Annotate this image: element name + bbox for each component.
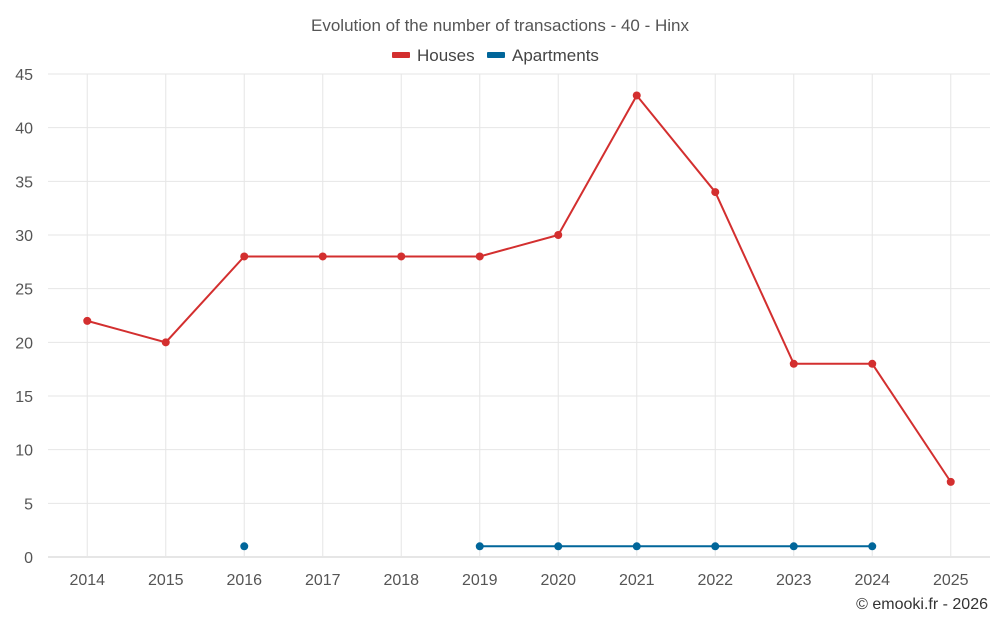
data-point-apartments[interactable] — [475, 542, 484, 551]
y-axis: 0 5 10 15 20 25 30 35 40 45 — [15, 67, 33, 567]
data-point-houses[interactable] — [632, 91, 641, 100]
x-tick-label: 2017 — [305, 572, 341, 589]
y-tick-label: 20 — [15, 335, 33, 352]
y-tick-label: 0 — [24, 550, 33, 567]
data-point-apartments[interactable] — [789, 542, 798, 551]
legend-item-apartments[interactable]: Apartments — [487, 46, 599, 65]
x-tick-label: 2023 — [776, 572, 812, 589]
x-tick-label: 2019 — [462, 572, 498, 589]
legend-swatch — [392, 52, 410, 58]
y-tick-label: 15 — [15, 389, 33, 406]
credit-text: © emooki.fr - 2026 — [856, 596, 988, 613]
data-point-apartments[interactable] — [868, 542, 877, 551]
x-tick-label: 2015 — [148, 572, 184, 589]
data-point-houses[interactable] — [240, 252, 249, 261]
data-point-apartments[interactable] — [240, 542, 249, 551]
x-tick-label: 2014 — [69, 572, 105, 589]
legend-label: Houses — [417, 46, 475, 65]
data-point-houses[interactable] — [711, 188, 720, 197]
series-line-houses — [86, 93, 952, 483]
y-tick-label: 35 — [15, 174, 33, 191]
legend: Houses Apartments — [392, 46, 599, 65]
data-point-houses[interactable] — [397, 252, 406, 261]
y-tick-label: 45 — [15, 67, 33, 84]
data-point-apartments[interactable] — [711, 542, 720, 551]
series-apartments — [240, 542, 877, 551]
y-tick-label: 5 — [24, 496, 33, 513]
y-tick-label: 30 — [15, 228, 33, 245]
series-houses — [83, 91, 955, 486]
data-point-houses[interactable] — [554, 231, 563, 239]
chart-title: Evolution of the number of transactions … — [311, 16, 689, 35]
y-tick-label: 40 — [15, 121, 33, 138]
x-axis: 2014 2015 2016 2017 2018 2019 2020 2021 2022 2023… — [69, 572, 968, 589]
x-tick-label: 2024 — [854, 572, 890, 589]
data-point-houses[interactable] — [83, 316, 92, 325]
legend-item-houses[interactable]: Houses — [392, 46, 475, 65]
data-point-houses[interactable] — [946, 477, 955, 486]
x-tick-label: 2021 — [619, 572, 655, 589]
y-tick-label: 25 — [15, 282, 33, 299]
data-point-houses[interactable] — [789, 359, 798, 368]
legend-label: Apartments — [512, 46, 599, 65]
x-tick-label: 2020 — [540, 572, 576, 589]
x-tick-label: 2022 — [697, 572, 733, 589]
legend-swatch — [487, 52, 505, 58]
data-point-apartments[interactable] — [632, 542, 641, 551]
x-tick-label: 2016 — [226, 572, 262, 589]
x-tick-label: 2018 — [383, 572, 419, 589]
grid-lines — [48, 73, 990, 558]
x-tick-label: 2025 — [933, 572, 969, 589]
y-tick-label: 10 — [15, 443, 33, 460]
data-point-houses[interactable] — [318, 252, 327, 261]
series-layer — [83, 91, 955, 551]
data-point-houses[interactable] — [475, 252, 484, 261]
data-point-houses[interactable] — [868, 359, 877, 368]
data-point-houses[interactable] — [161, 338, 170, 347]
data-point-apartments[interactable] — [554, 542, 563, 551]
